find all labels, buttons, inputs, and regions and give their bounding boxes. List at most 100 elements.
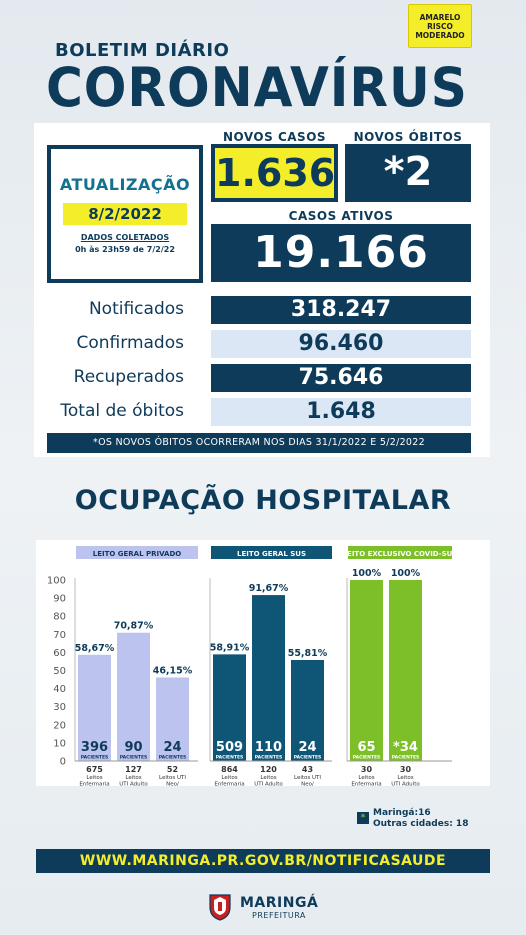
group-header bbox=[76, 546, 198, 559]
bar bbox=[350, 580, 383, 761]
deaths-note: *OS NOVOS ÓBITOS OCORRERAM NOS DIAS 31/1… bbox=[47, 433, 471, 453]
city-subtitle: PREFEITURA bbox=[252, 911, 306, 920]
active-cases-label: CASOS ATIVOS bbox=[288, 209, 394, 223]
y-tick-label: 50 bbox=[53, 666, 66, 677]
bar-bed-type-label: Enfermaria bbox=[351, 782, 381, 787]
bar-patients-value: 509 bbox=[216, 740, 243, 755]
y-tick-label: 90 bbox=[53, 594, 66, 605]
bar-bed-type-label: Enfermaria bbox=[79, 782, 109, 787]
risk-badge-line1: AMARELO bbox=[419, 13, 461, 22]
y-tick-label: 80 bbox=[53, 612, 66, 623]
bar bbox=[117, 632, 150, 761]
bar bbox=[389, 580, 422, 761]
y-tick-label: 30 bbox=[53, 702, 66, 713]
risk-badge-line3: MODERADO bbox=[415, 31, 465, 40]
bar-bed-type-label: Leitos UTI bbox=[159, 775, 186, 781]
stat-value-recuperados: 75.646 bbox=[211, 364, 471, 392]
y-tick-label: 10 bbox=[53, 738, 66, 749]
new-deaths-label: NOVOS ÓBITOS bbox=[353, 130, 463, 144]
y-tick-label: 100 bbox=[47, 576, 66, 587]
bar-percent-label: 46,15% bbox=[153, 665, 193, 676]
stat-label-confirmados: Confirmados bbox=[76, 333, 184, 353]
bar-percent-label: 70,87% bbox=[114, 621, 154, 632]
bar-bed-type-label: Leitos bbox=[260, 775, 276, 781]
bar-patients-value: 65 bbox=[357, 740, 375, 755]
group-header-label: LEITO EXCLUSIVO COVID-SUS bbox=[343, 550, 458, 558]
website-link[interactable]: WWW.MARINGA.PR.GOV.BR/NOTIFICASAUDE bbox=[36, 849, 490, 873]
bar-patients-label: PACIENTES bbox=[294, 755, 322, 761]
bar-patients-value: 396 bbox=[81, 740, 108, 755]
bar-bed-type-label: Enfermaria bbox=[214, 782, 244, 787]
boletim-title: BOLETIM DIÁRIO bbox=[55, 40, 230, 61]
risk-badge: AMARELO RISCO MODERADO bbox=[408, 4, 472, 48]
chart-panel: 0 10 20 30 40 50 60 70 80 90 100 LEITO GERAL PRIVAD… bbox=[36, 540, 490, 794]
update-label: ATUALIZAÇÃO bbox=[59, 175, 191, 194]
hospital-occupancy-title: OCUPAÇÃO HOSPITALAR bbox=[74, 485, 452, 516]
group-header-label: LEITO GERAL SUS bbox=[237, 550, 306, 558]
bar-beds-value: 675 bbox=[86, 765, 103, 774]
risk-badge-line2: RISCO bbox=[427, 22, 453, 31]
bar-patients-value: 24 bbox=[163, 740, 181, 755]
bar-bed-type-label: Neo/ bbox=[301, 782, 314, 787]
new-deaths-value: *2 bbox=[345, 144, 471, 202]
city-name: MARINGÁ bbox=[240, 895, 319, 911]
update-box: ATUALIZAÇÃO 8/2/2022 DADOS COLETADOS 0h … bbox=[47, 145, 203, 283]
bar-percent-label: 91,67% bbox=[249, 583, 289, 594]
group-header bbox=[211, 546, 332, 559]
bar-percent-label: 55,81% bbox=[288, 648, 328, 659]
city-crest-icon bbox=[209, 894, 231, 921]
y-tick-label: 70 bbox=[53, 630, 66, 641]
bar-patients-label: PACIENTES bbox=[353, 755, 381, 761]
stat-value-notificados: 318.247 bbox=[211, 296, 471, 324]
bar bbox=[252, 595, 285, 761]
y-tick-label: 0 bbox=[60, 757, 66, 768]
legend-line2: Outras cidades: 18 bbox=[373, 819, 469, 829]
bar-beds-value: 30 bbox=[400, 765, 412, 774]
bar-percent-label: 58,67% bbox=[75, 643, 115, 654]
bar-patients-label: PACIENTES bbox=[392, 755, 420, 761]
bar-patients-label: PACIENTES bbox=[159, 755, 187, 761]
bar bbox=[213, 654, 246, 761]
bar bbox=[156, 677, 189, 761]
bar-patients-value: 24 bbox=[298, 740, 316, 755]
stat-value-obitos: 1.648 bbox=[211, 398, 471, 426]
new-cases-label: NOVOS CASOS bbox=[222, 130, 327, 144]
bar-beds-value: 127 bbox=[125, 765, 142, 774]
bar-beds-value: 30 bbox=[361, 765, 373, 774]
bar-patients-value: *34 bbox=[393, 740, 418, 755]
group-header-label: LEITO GERAL PRIVADO bbox=[93, 550, 182, 558]
bar-bed-type-label: Leitos bbox=[125, 775, 141, 781]
bar-bed-type-label: Leitos bbox=[221, 775, 237, 781]
bar-bed-type-label: UTI Adulto bbox=[391, 782, 420, 787]
bar-bed-type-label: Leitos bbox=[397, 775, 413, 781]
y-tick-label: 40 bbox=[53, 684, 66, 695]
bar-beds-value: 52 bbox=[167, 765, 178, 774]
bar-bed-type-label: Leitos bbox=[358, 775, 374, 781]
coronavirus-title: CORONAVÍRUS bbox=[46, 56, 468, 119]
bar-percent-label: 100% bbox=[352, 568, 382, 579]
bar bbox=[291, 659, 324, 761]
update-date: 8/2/2022 bbox=[63, 203, 187, 225]
bar-beds-value: 864 bbox=[221, 765, 238, 774]
bar-bed-type-label: UTI Adulto bbox=[119, 782, 148, 787]
data-collected-time: 0h às 23h59 de 7/2/22 bbox=[75, 245, 175, 254]
active-cases-value: 19.166 bbox=[211, 224, 471, 282]
new-cases-box: 1.636 bbox=[211, 144, 338, 202]
bar-patients-label: PACIENTES bbox=[216, 755, 244, 761]
bar-patients-value: 110 bbox=[255, 740, 282, 755]
bar-bed-type-label: UTI Adulto bbox=[254, 782, 283, 787]
bar-patients-label: PACIENTES bbox=[255, 755, 283, 761]
bar-patients-label: PACIENTES bbox=[120, 755, 148, 761]
group-header bbox=[348, 546, 452, 559]
stat-label-notificados: Notificados bbox=[88, 299, 184, 319]
stat-label-recuperados: Recuperados bbox=[73, 367, 184, 387]
stat-label-obitos: Total de óbitos bbox=[60, 401, 184, 421]
occupancy-chart: 0 10 20 30 40 50 60 70 80 90 100 LEITO GERAL PRIVAD… bbox=[47, 546, 458, 794]
bar-patients-label: PACIENTES bbox=[81, 755, 109, 761]
new-cases-value: 1.636 bbox=[215, 148, 335, 198]
bar-beds-value: 120 bbox=[260, 765, 277, 774]
bar-percent-label: 58,91% bbox=[210, 642, 250, 653]
bar-percent-label: 100% bbox=[391, 568, 421, 579]
y-tick-label: 20 bbox=[53, 720, 66, 731]
